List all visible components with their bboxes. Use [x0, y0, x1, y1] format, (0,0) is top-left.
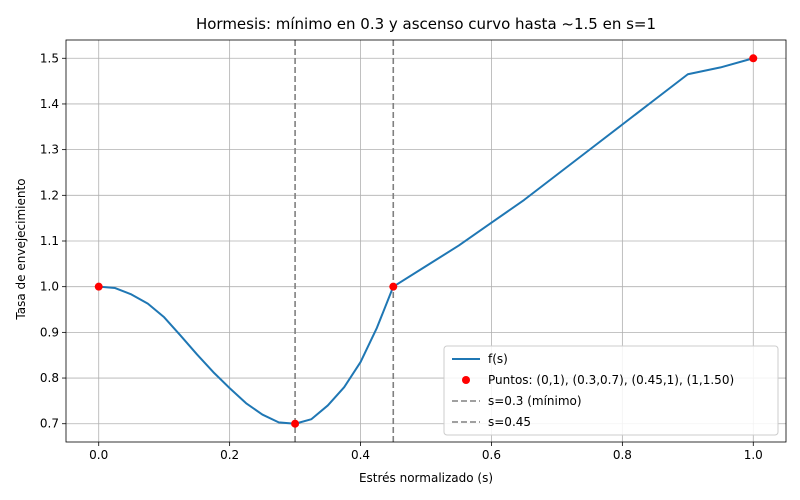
- data-point: [749, 54, 758, 63]
- data-point: [389, 282, 398, 291]
- legend-label: f(s): [488, 352, 508, 366]
- x-axis-title: Estrés normalizado (s): [359, 471, 493, 485]
- y-tick-label: 1.2: [40, 188, 59, 202]
- x-tick-label: 1.0: [744, 448, 763, 462]
- x-tick-label: 0.8: [613, 448, 632, 462]
- y-axis-title: Tasa de envejecimiento: [14, 178, 28, 320]
- legend-label: Puntos: (0,1), (0.3,0.7), (0.45,1), (1,1…: [488, 373, 734, 387]
- y-tick-label: 1.5: [40, 51, 59, 65]
- plot-frame: [65, 39, 787, 443]
- x-tick-label: 0.4: [351, 448, 370, 462]
- y-tick-label: 1.0: [40, 280, 59, 294]
- legend-label: s=0.3 (mínimo): [488, 394, 582, 408]
- legend-label: s=0.45: [488, 415, 531, 429]
- y-tick-label: 0.9: [40, 325, 59, 339]
- data-point: [291, 419, 300, 428]
- data-point: [94, 282, 103, 291]
- x-tick-label: 0.2: [220, 448, 239, 462]
- y-tick-label: 0.8: [40, 371, 59, 385]
- y-tick-label: 0.7: [40, 417, 59, 431]
- legend-swatch-marker: [462, 376, 470, 384]
- series-line-fs: [98, 57, 754, 425]
- legend-box: [443, 345, 779, 436]
- x-tick-label: 0.6: [482, 448, 501, 462]
- x-tick-label: 0.0: [89, 448, 108, 462]
- y-tick-label: 1.3: [40, 143, 59, 157]
- y-tick-label: 1.1: [40, 234, 59, 248]
- chart-title: Hormesis: mínimo en 0.3 y ascenso curvo …: [196, 15, 656, 33]
- y-tick-label: 1.4: [40, 97, 59, 111]
